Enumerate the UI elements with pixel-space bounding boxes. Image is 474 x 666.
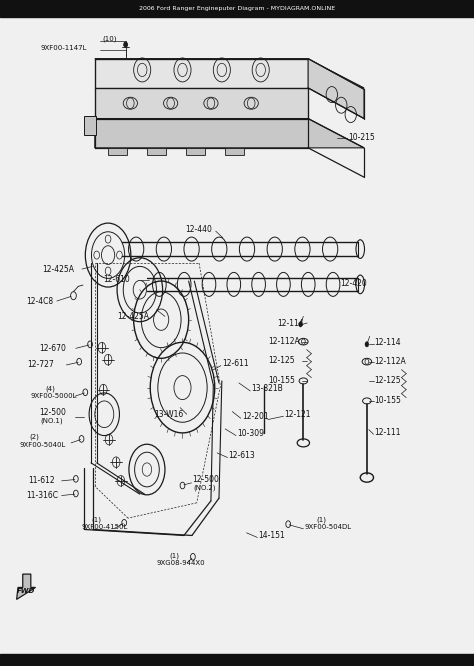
Polygon shape bbox=[95, 119, 364, 148]
Polygon shape bbox=[17, 574, 36, 599]
Text: 14-151: 14-151 bbox=[258, 531, 285, 540]
Text: 12-112A: 12-112A bbox=[374, 357, 406, 366]
Text: 10-215: 10-215 bbox=[348, 133, 375, 143]
Bar bbox=[225, 148, 244, 155]
Text: 10-309: 10-309 bbox=[237, 429, 264, 438]
Bar bbox=[0, 0, 474, 17]
Text: (NO.1): (NO.1) bbox=[40, 418, 63, 424]
Circle shape bbox=[365, 342, 369, 347]
Text: 9XF00-4150L: 9XF00-4150L bbox=[82, 524, 128, 531]
Text: 12-125: 12-125 bbox=[268, 356, 294, 366]
Text: 12-111: 12-111 bbox=[374, 428, 401, 438]
Text: (2): (2) bbox=[29, 434, 39, 440]
Text: 12-440: 12-440 bbox=[185, 225, 212, 234]
Bar bbox=[84, 116, 96, 135]
Text: (10): (10) bbox=[102, 35, 117, 42]
Bar bbox=[108, 148, 127, 155]
Text: 13-W16: 13-W16 bbox=[155, 410, 184, 419]
Text: 10-155: 10-155 bbox=[374, 396, 401, 406]
Text: 12-727: 12-727 bbox=[27, 360, 54, 370]
Text: FWD: FWD bbox=[17, 588, 35, 595]
Bar bbox=[0, 654, 474, 666]
Text: 12-670: 12-670 bbox=[39, 344, 66, 353]
Polygon shape bbox=[95, 88, 308, 119]
Text: 12-125: 12-125 bbox=[374, 376, 401, 386]
Text: 12-613: 12-613 bbox=[228, 451, 255, 460]
Text: 12-425A: 12-425A bbox=[118, 312, 150, 321]
Text: 13-821B: 13-821B bbox=[251, 384, 283, 394]
Bar bbox=[147, 148, 166, 155]
Circle shape bbox=[124, 42, 128, 47]
Text: 9XG08-944X0: 9XG08-944X0 bbox=[156, 560, 205, 567]
Text: (4): (4) bbox=[45, 386, 55, 392]
Text: 10-155: 10-155 bbox=[268, 376, 295, 386]
Polygon shape bbox=[95, 59, 308, 88]
Text: (1): (1) bbox=[317, 516, 327, 523]
Text: 9XF00-5000L: 9XF00-5000L bbox=[31, 393, 77, 400]
Text: 9XF00-1147L: 9XF00-1147L bbox=[40, 45, 87, 51]
Text: 12-4C8: 12-4C8 bbox=[26, 296, 53, 306]
Polygon shape bbox=[95, 59, 364, 88]
Polygon shape bbox=[308, 59, 364, 119]
Text: 12-425A: 12-425A bbox=[42, 264, 74, 274]
Text: 12-500: 12-500 bbox=[39, 408, 66, 418]
Text: 12-611: 12-611 bbox=[222, 359, 248, 368]
Text: 12-201: 12-201 bbox=[242, 412, 268, 421]
Text: 12-610: 12-610 bbox=[103, 275, 130, 284]
Text: 2006 Ford Ranger Engineputer Diagram - MYDIAGRAM.ONLINE: 2006 Ford Ranger Engineputer Diagram - M… bbox=[139, 6, 335, 11]
Text: (1): (1) bbox=[170, 553, 180, 559]
Text: 11-612: 11-612 bbox=[28, 476, 55, 486]
Text: (NO.2): (NO.2) bbox=[193, 484, 216, 491]
Circle shape bbox=[299, 322, 302, 327]
Text: 12-114: 12-114 bbox=[374, 338, 401, 348]
Text: 12-121: 12-121 bbox=[284, 410, 311, 419]
Text: 12-114: 12-114 bbox=[277, 318, 304, 328]
Bar bbox=[186, 148, 205, 155]
Text: 9XF00-5040L: 9XF00-5040L bbox=[20, 442, 66, 448]
Text: (1): (1) bbox=[91, 516, 101, 523]
Text: 12-112A: 12-112A bbox=[268, 337, 300, 346]
Text: 9XF00-504DL: 9XF00-504DL bbox=[304, 524, 351, 531]
Text: 11-316C: 11-316C bbox=[26, 491, 58, 500]
Text: 12-420: 12-420 bbox=[340, 278, 367, 288]
Text: 12-500: 12-500 bbox=[192, 475, 219, 484]
